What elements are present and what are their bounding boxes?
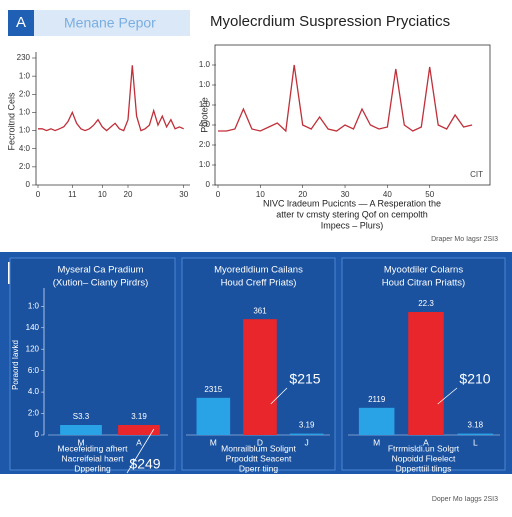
callout: $249	[129, 456, 160, 472]
x-tick-label: 40	[383, 190, 392, 199]
x-tick-label: 10	[256, 190, 265, 199]
x-tick-label: J	[305, 437, 309, 447]
x-tick-label: A	[136, 437, 142, 447]
x-tick-label: 11	[68, 190, 77, 199]
y-axis-label: Polotene	[199, 97, 209, 133]
x-tick-label: M	[77, 437, 84, 447]
callout-pointer	[437, 387, 458, 405]
x-tick-label: 20	[298, 190, 307, 199]
y-tick-label: 1:0	[19, 71, 31, 80]
source: Draper Mo Iagsr 2SI3	[431, 236, 498, 243]
line-series	[218, 64, 473, 133]
panel-title: Myootdiler Colarns	[384, 265, 463, 276]
y-axis-label: Fecroitnd Cels	[6, 92, 16, 151]
panel-title: Houd Citran Priatts)	[382, 278, 465, 289]
y-tick-label: 1:0	[199, 80, 211, 89]
bar-text: S3.3	[73, 412, 90, 421]
panel-caption: Nopoidd Fleelect	[392, 453, 456, 463]
header-band	[8, 10, 190, 36]
bar-text: 361	[253, 306, 267, 315]
y-tick-label: 4:0	[199, 120, 211, 129]
bar	[289, 433, 324, 435]
y-tick-label: 2:0	[19, 89, 31, 98]
caption-line: atter tv cmsty stering Qof on cempolth	[276, 209, 428, 219]
bar	[243, 319, 277, 435]
x-tick-label: 50	[425, 190, 434, 199]
y-tick-label: 0	[35, 430, 40, 439]
bar-text: 3.19	[131, 412, 147, 421]
y-tick-label: 0	[206, 180, 211, 189]
x-tick-label: 30	[179, 190, 188, 199]
bar	[118, 424, 160, 435]
x-tick-label: 10	[98, 190, 107, 199]
header-badge-box	[8, 10, 34, 36]
y-tick-label: 1.0	[199, 60, 211, 69]
x-tick-label: 30	[341, 190, 350, 199]
bar-text: 2315	[204, 385, 222, 394]
x-tick-label: 0	[36, 190, 41, 199]
panel-caption: Prpoddtt Seacent	[226, 453, 292, 463]
y-tick-label: 2:0	[28, 409, 40, 418]
y-tick-label: 230	[17, 53, 31, 62]
x-tick-label: L	[473, 437, 478, 447]
bar	[408, 312, 444, 435]
heading: Myolecrdium Suspression Pryciatics	[210, 13, 450, 30]
header-title: Menane Pepor	[64, 15, 156, 31]
bar-text: 3.18	[468, 421, 484, 430]
callout: $215	[289, 371, 320, 387]
panel-caption: Monrailblum Solignt	[221, 443, 296, 453]
y-axis-label: Poraord Iavkd	[11, 340, 20, 390]
x-tick-label: M	[373, 437, 380, 447]
line-series	[38, 65, 184, 132]
caption-line: Impecs – Plurs)	[321, 220, 384, 230]
footer: Doper Mo Iaggs 2SI3	[432, 496, 498, 503]
y-tick-label: 2:0	[19, 162, 31, 171]
bar	[358, 407, 395, 435]
caption-line: NIVC lradeum Pucicnts — A Resperation th…	[263, 198, 441, 208]
callout: $210	[459, 371, 490, 387]
y-tick-label: 1:0	[199, 100, 211, 109]
bar-text: 22.3	[418, 299, 434, 308]
annotation: CIT	[470, 170, 483, 179]
y-tick-label: 140	[26, 323, 40, 332]
y-tick-label: 4:0	[19, 144, 31, 153]
panel-caption: Mecefeiding afhert	[58, 443, 129, 453]
y-tick-label: 1:0	[19, 108, 31, 117]
y-tick-label: 120	[26, 344, 40, 353]
bar-text: 2119	[368, 395, 386, 404]
panel-title: Myoredldium Cailans	[214, 265, 303, 276]
bar	[60, 424, 102, 435]
panel-title: (Xution– Cianty Pirdrs)	[53, 278, 149, 289]
y-tick-label: 1:0	[199, 160, 211, 169]
x-tick-label: 0	[216, 190, 221, 199]
x-tick-label: 20	[124, 190, 133, 199]
bar	[196, 397, 231, 435]
callout-pointer	[126, 428, 155, 474]
bar-text: 3.19	[299, 421, 315, 430]
y-tick-label: 1:0	[19, 126, 31, 135]
panel-caption: Dpperttiil tlings	[396, 463, 452, 473]
y-tick-label: 0	[26, 180, 31, 189]
panel-caption: Nacreifeial haert	[62, 453, 125, 463]
panel-caption: Ftrrmisldi.un Solgrt	[388, 443, 460, 453]
y-tick-label: 1:0	[28, 301, 40, 310]
x-tick-label: A	[423, 437, 429, 447]
panel-title: Houd Creff Priats)	[221, 278, 297, 289]
callout-pointer	[270, 387, 288, 405]
x-tick-label: M	[210, 437, 217, 447]
y-tick-label: 6:0	[28, 366, 40, 375]
x-tick-label: D	[257, 437, 263, 447]
bar	[457, 433, 494, 435]
panel-caption: Dperr tiing	[239, 463, 278, 473]
y-tick-label: 2:0	[199, 140, 211, 149]
header-badge: A	[16, 14, 26, 31]
panel-title: Myseral Ca Pradium	[57, 265, 143, 276]
plot-frame	[214, 44, 491, 186]
panel-caption: Dpperling	[74, 463, 111, 473]
y-tick-label: 4.0	[28, 387, 40, 396]
